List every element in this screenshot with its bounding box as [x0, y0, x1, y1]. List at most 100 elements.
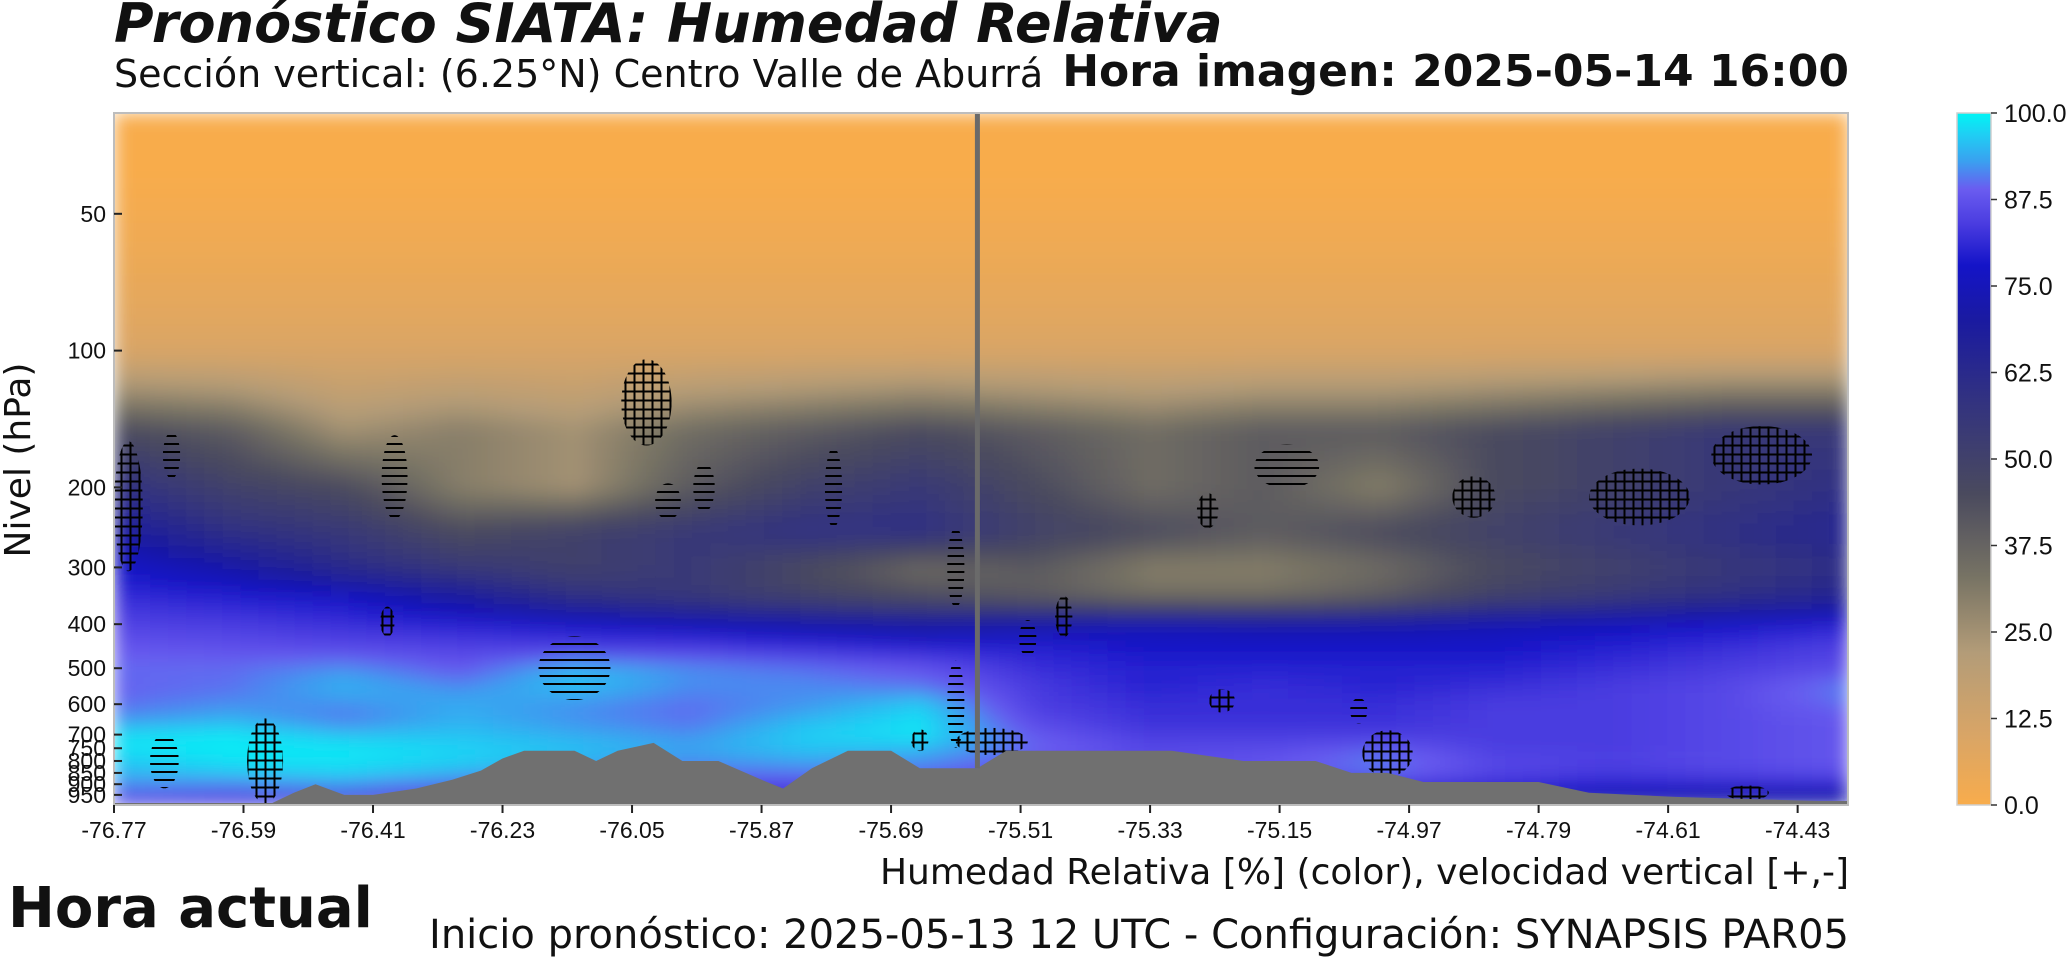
humidity-cell: [1450, 361, 1470, 374]
humidity-cell: [836, 437, 856, 450]
humidity-cell: [1504, 534, 1524, 547]
humidity-cell: [186, 383, 206, 396]
humidity-cell: [728, 286, 748, 298]
humidity-cell: [186, 264, 206, 277]
humidity-cell: [204, 134, 224, 147]
humidity-cell: [1540, 642, 1560, 655]
humidity-cell: [944, 448, 964, 460]
humidity-cell: [1486, 318, 1506, 331]
humidity-cell: [1179, 113, 1199, 125]
humidity-cell: [1775, 123, 1795, 136]
humidity-cell: [999, 145, 1019, 158]
humidity-cell: [872, 350, 892, 363]
humidity-cell: [1125, 372, 1145, 385]
humidity-cell: [439, 653, 459, 666]
humidity-cell: [1703, 242, 1723, 255]
humidity-cell: [204, 329, 224, 342]
humidity-cell: [1342, 480, 1362, 493]
humidity-cell: [655, 145, 675, 158]
humidity-cell: [276, 621, 296, 633]
humidity-cell: [1270, 534, 1290, 547]
humidity-cell: [962, 199, 982, 212]
humidity-cell: [1143, 513, 1163, 525]
humidity-cell: [1396, 264, 1416, 277]
humidity-cell: [330, 167, 350, 179]
humidity-cell: [1342, 394, 1362, 406]
humidity-cell: [511, 653, 531, 666]
humidity-cell: [673, 307, 693, 320]
humidity-cell: [330, 383, 350, 396]
humidity-cell: [1811, 231, 1831, 244]
humidity-cell: [655, 242, 675, 255]
humidity-cell: [1811, 534, 1831, 547]
humidity-cell: [150, 404, 170, 417]
humidity-cell: [1432, 523, 1452, 536]
humidity-cell: [1197, 145, 1217, 158]
humidity-cell: [890, 113, 910, 125]
humidity-cell: [348, 491, 368, 504]
humidity-cell: [1233, 350, 1253, 363]
humidity-cell: [475, 156, 495, 169]
humidity-cell: [1233, 177, 1253, 190]
humidity-cell: [1324, 134, 1344, 147]
humidity-cell: [312, 664, 332, 677]
humidity-cell: [764, 253, 784, 266]
humidity-cell: [728, 610, 748, 623]
humidity-cell: [1251, 556, 1271, 569]
humidity-cell: [529, 567, 549, 579]
humidity-cell: [276, 383, 296, 396]
humidity-cell: [403, 329, 423, 342]
humidity-cell: [1540, 513, 1560, 525]
humidity-cell: [1053, 167, 1073, 179]
humidity-cell: [1631, 372, 1651, 385]
humidity-cell: [1179, 275, 1199, 287]
humidity-cell: [1450, 210, 1470, 223]
humidity-cell: [1703, 231, 1723, 244]
humidity-cell: [1559, 156, 1579, 169]
humidity-cell: [692, 642, 712, 655]
humidity-cell: [1721, 307, 1741, 320]
humidity-cell: [186, 404, 206, 417]
humidity-cell: [1775, 642, 1795, 655]
humidity-cell: [439, 664, 459, 677]
humidity-cell: [1504, 199, 1524, 212]
humidity-cell: [1468, 469, 1488, 482]
humidity-cell: [1595, 588, 1615, 601]
humidity-cell: [1667, 123, 1687, 136]
humidity-cell: [818, 642, 838, 655]
humidity-cell: [204, 188, 224, 201]
humidity-cell: [655, 588, 675, 601]
humidity-cell: [1161, 286, 1181, 298]
humidity-cell: [204, 556, 224, 569]
humidity-cell: [944, 621, 964, 633]
humidity-cell: [186, 156, 206, 169]
humidity-cell: [1288, 350, 1308, 363]
humidity-cell: [1125, 545, 1145, 558]
humidity-cell: [114, 296, 134, 309]
humidity-cell: [1775, 296, 1795, 309]
humidity-cell: [1450, 610, 1470, 623]
humidity-cell: [728, 264, 748, 277]
humidity-cell: [1739, 188, 1759, 201]
humidity-cell: [1071, 156, 1091, 169]
humidity-cell: [692, 340, 712, 352]
humidity-cell: [1486, 459, 1506, 471]
humidity-cell: [493, 459, 513, 471]
humidity-cell: [276, 145, 296, 158]
humidity-cell: [1631, 275, 1651, 287]
humidity-cell: [384, 307, 404, 320]
humidity-cell: [818, 523, 838, 536]
humidity-cell: [1649, 167, 1669, 179]
humidity-cell: [529, 123, 549, 136]
humidity-cell: [1793, 156, 1813, 169]
humidity-cell: [1035, 329, 1055, 342]
humidity-cell: [1017, 523, 1037, 536]
humidity-cell: [619, 210, 639, 223]
humidity-cell: [1035, 383, 1055, 396]
humidity-cell: [348, 480, 368, 493]
humidity-cell: [764, 210, 784, 223]
humidity-cell: [1504, 567, 1524, 579]
humidity-cell: [1739, 275, 1759, 287]
humidity-cell: [908, 199, 928, 212]
humidity-cell: [1703, 177, 1723, 190]
